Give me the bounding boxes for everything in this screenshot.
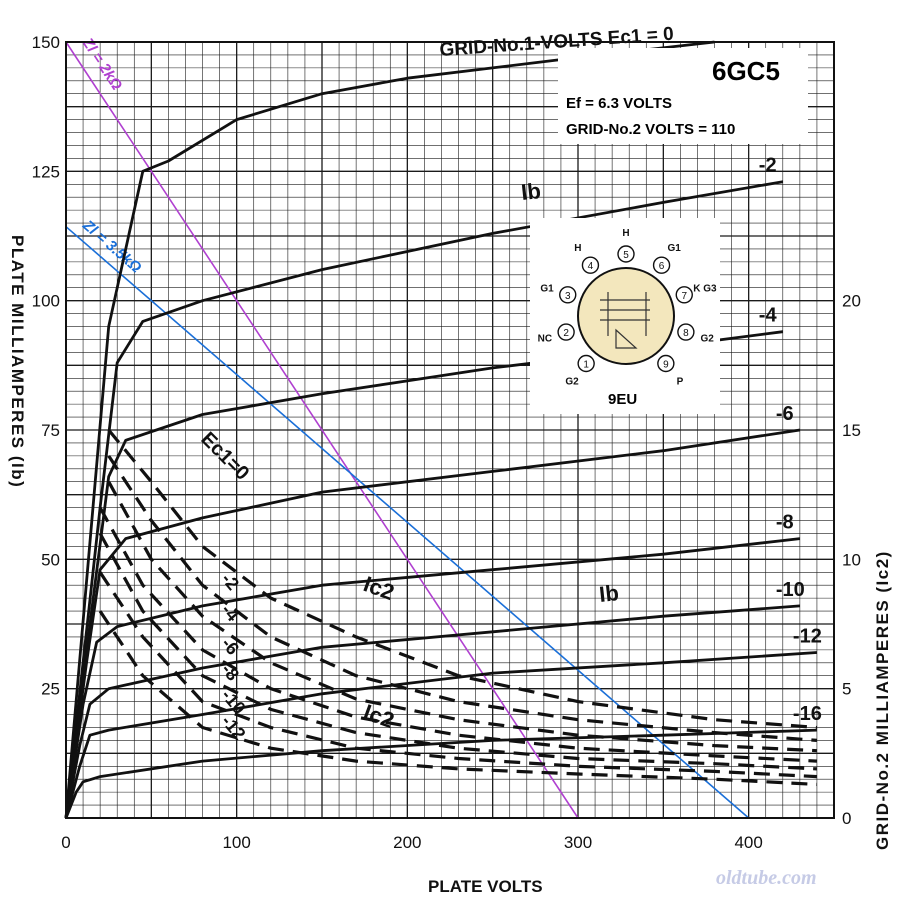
screen-current-curve (107, 455, 818, 742)
socket-base-label: 9EU (608, 391, 637, 408)
socket-pin (559, 286, 577, 304)
plate-curve-label: -6 (776, 403, 794, 425)
screen-current-curve (107, 428, 818, 730)
y-axis-title: PLATE MILLIAMPERES (Ib) (8, 235, 27, 488)
tube-electrodes (600, 292, 650, 349)
socket-pin (657, 354, 675, 373)
socket-pin-label: G1 (668, 243, 682, 254)
socket-pin-number: 1 (583, 359, 589, 370)
socket-pin (677, 323, 695, 341)
x-tick-label: 400 (734, 833, 762, 852)
screen-current-curve (98, 506, 817, 763)
x-tick-label: 300 (564, 833, 592, 852)
socket-pin-number: 9 (663, 359, 669, 370)
plate-curve-label: -12 (793, 625, 822, 647)
plate-curve (64, 651, 817, 819)
y2-tick-label: 0 (842, 809, 851, 828)
plate-curve (64, 537, 801, 819)
y2-tick-label: 15 (842, 421, 861, 440)
socket-pin (675, 286, 693, 304)
socket-pin (617, 245, 635, 263)
socket-pin-number: 5 (623, 250, 629, 261)
plate-curve-label: -10 (776, 579, 805, 601)
plate-curve-label: -8 (776, 512, 794, 534)
tube-envelope (577, 267, 675, 365)
socket-pin-number: 4 (588, 261, 594, 272)
plate-curve (64, 728, 817, 819)
socket-pin (652, 256, 671, 274)
socket-pin-number: 8 (683, 328, 689, 339)
x-tick-label: 100 (222, 833, 250, 852)
y-tick-label: 150 (32, 33, 60, 52)
plate-curve (64, 40, 715, 819)
screen-current-curve (98, 610, 817, 786)
plate-curve (64, 180, 784, 819)
socket-pin-number: 6 (659, 261, 665, 272)
filament-voltage-label: Ef = 6.3 VOLTS (566, 95, 672, 112)
socket-pin-number: 3 (565, 291, 571, 302)
socket-pin-label: H (574, 243, 581, 254)
plate-curve (64, 604, 801, 819)
ib-label-upper: Ib (520, 178, 542, 205)
load-line (65, 41, 579, 819)
x-tick-label: 0 (61, 833, 70, 852)
y2-tick-label: 20 (842, 292, 861, 311)
y2-tick-label: 5 (842, 680, 851, 699)
x-axis-title: PLATE VOLTS (428, 877, 543, 896)
socket-pin-label: G2 (565, 376, 579, 387)
plate-curve (64, 428, 801, 819)
x-tick-label: 200 (393, 833, 421, 852)
socket-pin-label: G2 (700, 334, 714, 345)
screen-current-curve (98, 532, 817, 771)
socket-pin-number: 2 (563, 328, 569, 339)
y2-axis-title: GRID-No.2 MILLIAMPERES (Ic2) (873, 550, 892, 850)
socket-pin-number: 7 (681, 291, 687, 302)
y-tick-label: 75 (41, 421, 60, 440)
socket-pin-label: NC (538, 334, 552, 345)
screen-current-curve (98, 571, 817, 779)
plate-curve-label: -4 (759, 305, 778, 327)
plate-curve-label: -2 (759, 155, 777, 177)
load-line (65, 226, 750, 819)
plate-curve-label: -16 (793, 703, 822, 725)
tube-type-title: 6GC5 (712, 56, 780, 86)
chart-grid (65, 41, 835, 819)
socket-pin-label: G1 (540, 283, 554, 294)
y-tick-label: 50 (41, 550, 60, 569)
socket-pin-label: H (622, 228, 629, 239)
y-tick-label: 125 (32, 162, 60, 181)
y-tick-label: 25 (41, 680, 60, 699)
socket-pin (577, 354, 595, 373)
screen-current-curve (107, 480, 817, 753)
y-tick-label: 100 (32, 292, 60, 311)
socket-pin (557, 323, 575, 341)
socket-pin-label: K G3 (693, 283, 717, 294)
y2-tick-label: 10 (842, 550, 861, 569)
plot-frame (65, 41, 835, 819)
watermark: oldtube.com (716, 867, 817, 889)
ib-label-lower: Ib (598, 580, 620, 607)
tube-info-box (558, 48, 808, 144)
socket-pin (581, 256, 600, 274)
socket-pin-label: P (677, 376, 684, 387)
screen-voltage-label: GRID-No.2 VOLTS = 110 (566, 121, 735, 138)
